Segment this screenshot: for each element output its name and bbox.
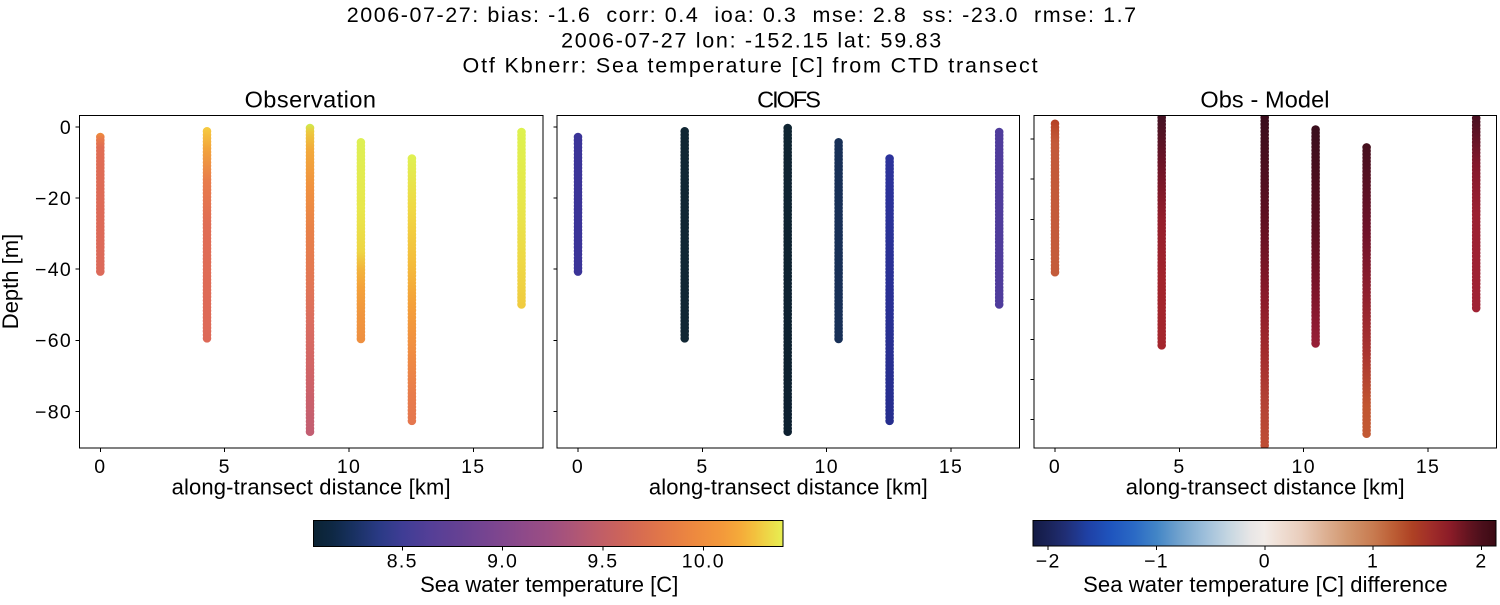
svg-text:−20: −20 (35, 188, 72, 210)
svg-text:CIOFS: CIOFS (757, 87, 820, 113)
svg-text:0: 0 (572, 456, 584, 478)
svg-text:1: 1 (1367, 551, 1379, 573)
svg-text:along-transect distance [km]: along-transect distance [km] (649, 475, 928, 500)
svg-text:2: 2 (1475, 551, 1487, 573)
svg-text:0: 0 (1049, 456, 1061, 478)
svg-text:15: 15 (461, 456, 485, 478)
svg-text:Sea water temperature [C]: Sea water temperature [C] (420, 572, 678, 597)
svg-text:15: 15 (1416, 456, 1440, 478)
svg-text:9.5: 9.5 (587, 551, 618, 573)
svg-text:Obs - Model: Obs - Model (1200, 87, 1329, 113)
svg-text:10: 10 (337, 456, 361, 478)
svg-text:2006-07-27 lon: -152.15 lat: 5: 2006-07-27 lon: -152.15 lat: 59.83 (561, 29, 943, 53)
svg-text:15: 15 (939, 456, 963, 478)
svg-text:10: 10 (815, 456, 839, 478)
svg-text:−1: −1 (1144, 551, 1169, 573)
svg-text:5: 5 (219, 456, 231, 478)
svg-text:5: 5 (1173, 456, 1185, 478)
svg-text:10: 10 (1292, 456, 1316, 478)
svg-text:8.5: 8.5 (387, 551, 418, 573)
svg-text:−2: −2 (1036, 551, 1061, 573)
svg-text:Otf Kbnerr: Sea temperature [C: Otf Kbnerr: Sea temperature [C] from CTD… (463, 54, 1040, 78)
svg-text:10.0: 10.0 (682, 551, 725, 573)
svg-text:−80: −80 (35, 401, 72, 423)
svg-text:9.0: 9.0 (487, 551, 518, 573)
svg-text:5: 5 (696, 456, 708, 478)
svg-text:0: 0 (94, 456, 106, 478)
svg-text:along-transect distance [km]: along-transect distance [km] (172, 475, 451, 500)
svg-text:0: 0 (1259, 551, 1271, 573)
svg-text:−60: −60 (35, 330, 72, 352)
svg-text:Observation: Observation (245, 87, 377, 113)
svg-text:along-transect distance [km]: along-transect distance [km] (1126, 475, 1405, 500)
svg-text:Depth [m]: Depth [m] (0, 234, 23, 329)
svg-text:Sea water temperature [C] diff: Sea water temperature [C] difference (1083, 572, 1448, 597)
svg-text:−40: −40 (35, 259, 72, 281)
svg-text:0: 0 (60, 117, 72, 139)
svg-text:2006-07-27: bias: -1.6 corr:: 2006-07-27: bias: -1.6 corr: 0.4 ioa: 0.… (347, 3, 1138, 27)
